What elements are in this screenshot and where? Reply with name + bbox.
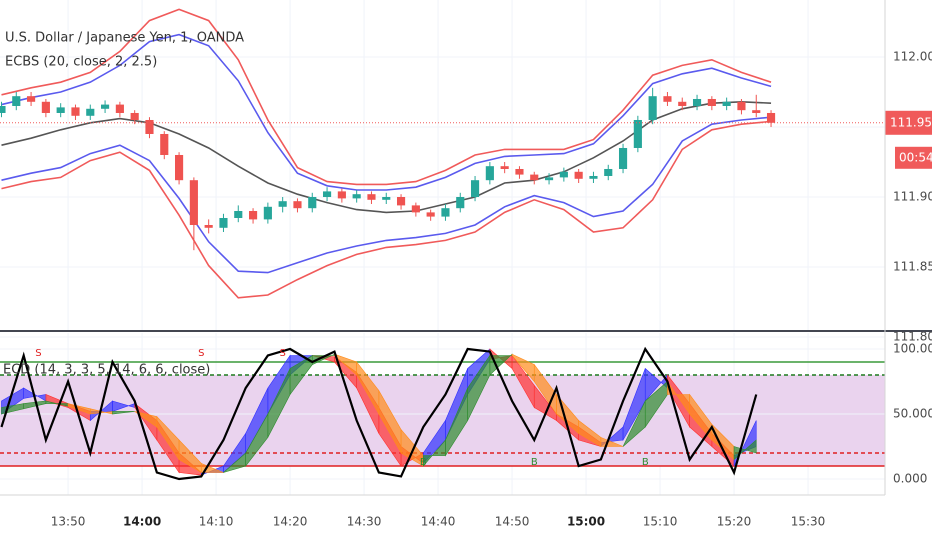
candle-body bbox=[367, 194, 376, 200]
candle-body bbox=[115, 104, 124, 113]
candle-body bbox=[604, 168, 613, 176]
candle-body bbox=[648, 96, 657, 120]
candle-body bbox=[544, 177, 554, 181]
candle-body bbox=[678, 101, 687, 106]
countdown-tag bbox=[895, 146, 932, 169]
candle-body bbox=[752, 110, 761, 113]
x-tick-label: 15:30 bbox=[791, 515, 826, 529]
indicator-label: ECBS (20, close, 2, 2.5) bbox=[5, 55, 157, 70]
candle-body bbox=[633, 119, 642, 148]
candle-body bbox=[766, 112, 776, 123]
candle-body bbox=[204, 224, 213, 228]
candle-body bbox=[707, 98, 716, 106]
y-tick-label: 111.900 bbox=[893, 189, 932, 203]
y-tick-label: 50.000 bbox=[893, 407, 932, 421]
last-price-tag bbox=[885, 110, 932, 135]
candle-body bbox=[56, 107, 65, 113]
candle-body bbox=[263, 206, 272, 220]
candle-body bbox=[175, 154, 184, 181]
x-tick-label: 13:50 bbox=[51, 515, 86, 529]
candle-body bbox=[101, 104, 110, 109]
candle-body bbox=[574, 171, 583, 179]
x-tick-label: 14:40 bbox=[421, 515, 456, 529]
countdown-label: 00:54 bbox=[899, 150, 932, 164]
candle-body bbox=[485, 166, 494, 181]
candle-body bbox=[692, 98, 702, 106]
signal-label: S bbox=[35, 348, 41, 359]
candle-body bbox=[470, 180, 480, 197]
y-tick-label: 111.800 bbox=[893, 330, 932, 344]
y-tick-label: 0.000 bbox=[893, 472, 927, 486]
candle-body bbox=[160, 133, 169, 155]
candle-body bbox=[559, 171, 568, 178]
candle-body bbox=[12, 96, 21, 106]
x-tick-label: 14:00 bbox=[123, 515, 161, 529]
candle-body bbox=[618, 147, 628, 169]
last-price-label: 111.953 bbox=[890, 115, 932, 129]
band-line bbox=[1, 116, 772, 274]
candle-body bbox=[589, 175, 598, 179]
signal-label: S bbox=[279, 348, 285, 359]
band-line bbox=[1, 100, 772, 214]
x-tick-label: 14:10 bbox=[199, 515, 234, 529]
y-tick-label: 112.000 bbox=[893, 49, 932, 63]
candle-body bbox=[515, 168, 524, 175]
candle-body bbox=[278, 201, 287, 207]
x-tick-label: 15:10 bbox=[643, 515, 678, 529]
candle-body bbox=[219, 217, 228, 228]
candle-body bbox=[456, 196, 465, 209]
candle-body bbox=[86, 108, 95, 116]
candle-body bbox=[737, 101, 746, 111]
candle-body bbox=[500, 166, 509, 169]
oscillator-label: ECD (14, 3, 3, 5, 14, 6, 6, close) bbox=[3, 363, 210, 378]
x-tick-label: 14:30 bbox=[347, 515, 382, 529]
candle-body bbox=[352, 194, 361, 199]
candle-body bbox=[308, 196, 317, 209]
y-tick-label: 100.000 bbox=[893, 341, 932, 355]
candle-body bbox=[248, 210, 258, 220]
candle-body bbox=[27, 96, 36, 102]
candle-body bbox=[130, 112, 139, 120]
x-tick-label: 14:20 bbox=[273, 515, 308, 529]
signal-label: B bbox=[642, 457, 649, 468]
candle-body bbox=[530, 174, 539, 181]
candle-body bbox=[426, 212, 435, 217]
x-tick-label: 14:50 bbox=[495, 515, 530, 529]
band-line bbox=[1, 120, 772, 299]
candle-body bbox=[411, 205, 420, 213]
candle-body bbox=[41, 101, 50, 113]
candle-body bbox=[71, 107, 80, 116]
candle-body bbox=[0, 105, 6, 113]
candle-body bbox=[293, 201, 302, 209]
band-line bbox=[1, 8, 772, 186]
signal-label: S bbox=[198, 348, 204, 359]
candle-body bbox=[396, 196, 406, 206]
candle-body bbox=[441, 208, 450, 217]
candle-body bbox=[189, 180, 198, 225]
ribbon-segment bbox=[112, 411, 135, 415]
chart-title: U.S. Dollar / Japanese Yen, 1, OANDA bbox=[5, 31, 244, 46]
candle-body bbox=[234, 210, 243, 218]
x-tick-label: 15:00 bbox=[567, 515, 605, 529]
oscillator-line bbox=[0, 346, 758, 481]
candle-body bbox=[663, 96, 672, 102]
candle-body bbox=[322, 191, 332, 197]
band-line bbox=[1, 33, 772, 191]
candle-body bbox=[382, 196, 391, 200]
x-tick-label: 15:20 bbox=[717, 515, 752, 529]
candle-body bbox=[722, 101, 731, 106]
candle-body bbox=[145, 119, 154, 134]
signal-label: B bbox=[531, 457, 538, 468]
candle-body bbox=[337, 191, 346, 199]
plot-layer: 111.800111.850111.900111.950112.000111.9… bbox=[0, 0, 932, 529]
signal-label: B bbox=[420, 457, 427, 468]
y-tick-label: 111.850 bbox=[893, 259, 932, 273]
